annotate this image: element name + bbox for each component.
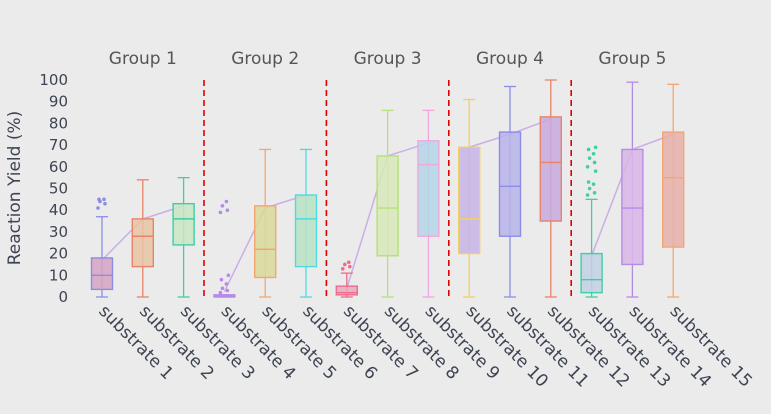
outlier-point [103, 201, 107, 206]
y-tick-label: 90 [49, 93, 68, 111]
y-axis-title: Reaction Yield (%) [5, 111, 25, 266]
box-body [539, 116, 562, 222]
box-2 [131, 179, 155, 298]
outlier-point [592, 191, 597, 195]
box-body [376, 155, 399, 257]
outlier-point [347, 260, 351, 265]
group-label: Group 5 [598, 49, 666, 69]
outlier-point [218, 290, 223, 295]
box-body [335, 285, 358, 296]
y-tick-label: 60 [49, 158, 68, 176]
y-tick-label: 30 [49, 223, 68, 241]
outlier-point [587, 186, 592, 191]
outlier-point [343, 262, 347, 267]
outlier-point [97, 197, 101, 202]
outlier-point [224, 199, 229, 204]
outlier-point [586, 147, 591, 152]
group-separators [203, 80, 573, 300]
box-14 [621, 81, 644, 298]
box-7 [335, 260, 358, 298]
y-tick-label: 50 [49, 180, 68, 198]
box-body [131, 218, 155, 268]
y-tick-label: 70 [49, 136, 68, 154]
box-body [621, 148, 644, 266]
outlier-point [218, 210, 223, 215]
box-5 [253, 148, 277, 298]
box-body [580, 252, 603, 294]
outlier-point [102, 197, 106, 202]
box-body [498, 131, 522, 237]
box-11 [498, 85, 522, 298]
box-6 [294, 148, 318, 298]
group-label: Group 3 [354, 49, 422, 69]
box-12 [539, 79, 562, 298]
y-axis: 0 10 20 30 40 50 60 70 80 90 100 [39, 71, 68, 306]
group-label: Group 1 [109, 49, 177, 69]
box-3 [172, 176, 195, 298]
outlier-point [341, 266, 345, 271]
outlier-point [586, 180, 591, 184]
group-labels: Group 1 Group 2 Group 3 Group 4 Group 5 [109, 49, 667, 69]
outlier-point [585, 193, 590, 197]
box-body [172, 202, 195, 246]
y-tick-label: 20 [49, 245, 68, 263]
y-tick-label: 10 [49, 266, 68, 284]
outlier-point [224, 282, 229, 286]
box-8 [376, 109, 399, 298]
outlier-point [225, 288, 230, 293]
outlier-point [225, 208, 230, 212]
outlier-point [226, 273, 231, 278]
boxes [90, 79, 685, 298]
outlier-point [591, 151, 596, 156]
outlier-point [593, 145, 598, 150]
box-13 [580, 145, 603, 298]
box-1 [90, 197, 114, 298]
outlier-point [219, 277, 224, 282]
outlier-point [220, 204, 225, 208]
y-tick-label: 80 [49, 114, 68, 132]
box-body [253, 205, 277, 279]
outlier-point [587, 156, 592, 160]
outlier-point [585, 165, 590, 169]
y-tick-label: 40 [49, 201, 68, 219]
outlier-point [593, 169, 598, 173]
outlier-point [592, 160, 597, 165]
y-tick-label: 100 [39, 71, 68, 89]
group-label: Group 4 [476, 49, 544, 69]
group-label: Group 2 [231, 49, 299, 69]
box-10 [458, 98, 481, 298]
outlier-point [591, 182, 596, 186]
box-4 [213, 199, 236, 298]
box-body [662, 131, 685, 248]
box-body [90, 257, 114, 291]
outlier-point [348, 264, 352, 269]
y-tick-label: 0 [58, 288, 68, 306]
outlier-point [220, 286, 225, 291]
box-body [294, 194, 318, 268]
box-body [458, 146, 481, 255]
box-9 [417, 109, 440, 298]
box-15 [662, 83, 685, 298]
box-body [417, 140, 440, 237]
outlier-point [96, 206, 100, 210]
